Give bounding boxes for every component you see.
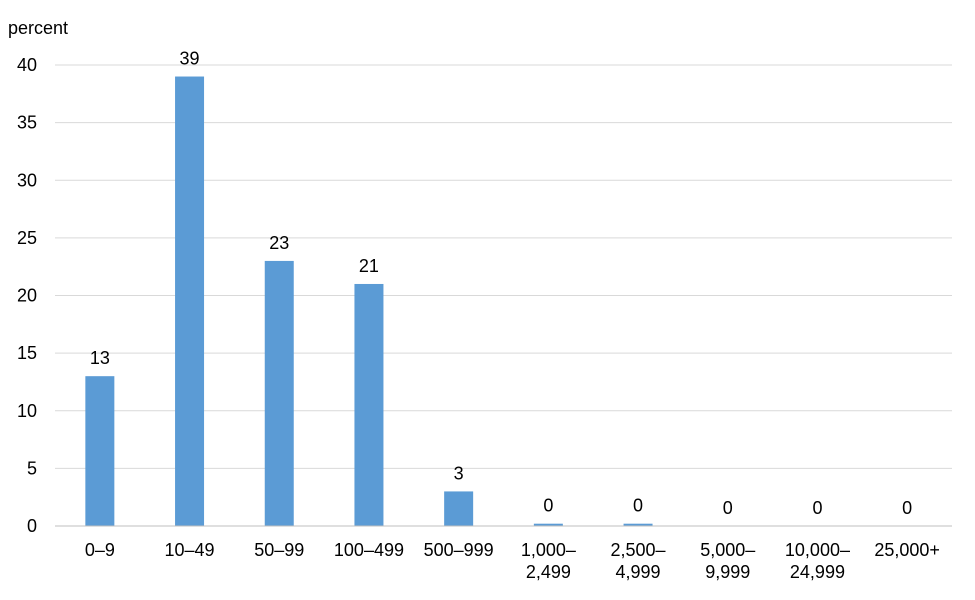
bar-0 — [85, 376, 115, 526]
x-tick-label-0: 0–9 — [85, 540, 115, 560]
x-axis-ticks: 0–9 10–49 50–99 100–499 500–999 1,000– 2,4992,… — [85, 540, 940, 582]
y-tick-label-6: 30 — [17, 170, 37, 190]
x-tick-label-1-line-0: 10–49 — [165, 540, 215, 560]
bar-2 — [264, 260, 294, 526]
x-tick-label-3-line-0: 100–499 — [334, 540, 404, 560]
data-labels: 13 39 23 21 3 0 0 0 0 0 — [90, 49, 912, 518]
y-tick-label-4: 20 — [17, 286, 37, 306]
data-label-5: 0 — [543, 496, 553, 516]
x-tick-label-6-line-1: 4,999 — [616, 562, 661, 582]
x-tick-label-5-line-0: 1,000– — [521, 540, 576, 560]
data-label-4: 3 — [454, 463, 464, 483]
y-axis-ticks: 0 5 10 15 20 25 30 35 40 — [17, 55, 37, 536]
bar-1 — [175, 76, 205, 527]
x-tick-label-4-line-0: 500–999 — [424, 540, 494, 560]
y-tick-label-3: 15 — [17, 343, 37, 363]
bar-3 — [354, 283, 384, 526]
x-tick-label-7-line-0: 5,000– — [700, 540, 755, 560]
x-tick-label-0-line-0: 0–9 — [85, 540, 115, 560]
x-tick-label-1: 10–49 — [165, 540, 215, 560]
x-tick-label-3: 100–499 — [334, 540, 404, 560]
data-label-2: 23 — [269, 233, 289, 253]
x-tick-label-2: 50–99 — [254, 540, 304, 560]
bar-4 — [444, 491, 474, 526]
bars — [85, 76, 653, 527]
bar-5 — [533, 523, 563, 526]
y-tick-label-0: 0 — [27, 516, 37, 536]
gridlines — [55, 64, 952, 469]
y-axis-unit-label: percent — [8, 18, 68, 38]
x-tick-label-5-line-1: 2,499 — [526, 562, 571, 582]
x-tick-label-8-line-1: 24,999 — [790, 562, 845, 582]
y-tick-label-8: 40 — [17, 55, 37, 75]
data-label-6: 0 — [633, 496, 643, 516]
data-label-0: 13 — [90, 348, 110, 368]
x-tick-label-6: 2,500– 4,999 — [611, 540, 666, 582]
x-tick-label-8: 10,000– 24,999 — [785, 540, 850, 582]
x-tick-label-4: 500–999 — [424, 540, 494, 560]
x-tick-label-7: 5,000– 9,999 — [700, 540, 755, 582]
x-tick-label-2-line-0: 50–99 — [254, 540, 304, 560]
y-tick-label-1: 5 — [27, 458, 37, 478]
data-label-7: 0 — [723, 498, 733, 518]
x-tick-label-9: 25,000+ — [874, 540, 940, 560]
x-tick-label-9-line-0: 25,000+ — [874, 540, 940, 560]
y-tick-label-5: 25 — [17, 228, 37, 248]
y-tick-label-2: 10 — [17, 401, 37, 421]
data-label-8: 0 — [812, 498, 822, 518]
data-label-9: 0 — [902, 498, 912, 518]
bar-6 — [623, 523, 653, 526]
data-label-3: 21 — [359, 256, 379, 276]
x-tick-label-7-line-1: 9,999 — [705, 562, 750, 582]
x-tick-label-6-line-0: 2,500– — [611, 540, 666, 560]
x-tick-label-8-line-0: 10,000– — [785, 540, 850, 560]
data-label-1: 39 — [180, 49, 200, 69]
x-tick-label-5: 1,000– 2,499 — [521, 540, 576, 582]
y-tick-label-7: 35 — [17, 113, 37, 133]
